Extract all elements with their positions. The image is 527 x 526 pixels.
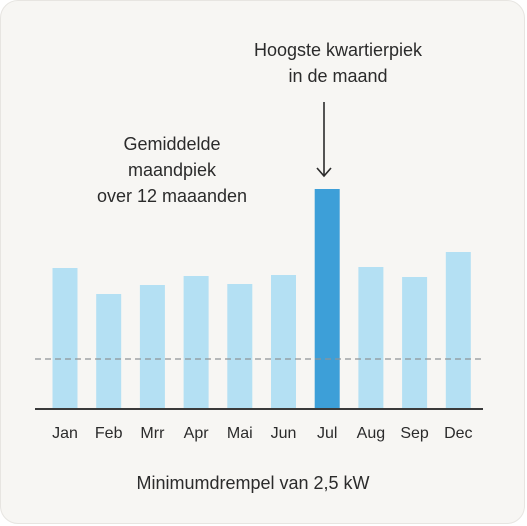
peak-annotation-line1: Hoogste kwartierpiek bbox=[254, 40, 423, 60]
x-tick-apr: Apr bbox=[184, 425, 210, 442]
bar-jan bbox=[52, 268, 78, 409]
x-tick-mrr: Mrr bbox=[140, 425, 165, 442]
x-tick-jun: Jun bbox=[271, 425, 297, 442]
x-tick-jul: Jul bbox=[317, 425, 337, 442]
peak-annotation-line2: in de maand bbox=[288, 66, 387, 86]
x-tick-mai: Mai bbox=[227, 425, 253, 442]
bars-group bbox=[52, 189, 471, 409]
avg-annotation-line3: over 12 maaanden bbox=[97, 186, 247, 206]
bar-jul bbox=[314, 189, 340, 409]
avg-annotation-line1: Gemiddelde bbox=[123, 134, 220, 154]
x-tick-feb: Feb bbox=[95, 425, 123, 442]
x-tick-labels: Jan Feb Mrr Apr Mai Jun Jul Aug Sep Dec bbox=[52, 425, 472, 442]
avg-annotation-line2: maandpiek bbox=[128, 160, 217, 180]
bar-sep bbox=[402, 277, 428, 409]
bar-aug bbox=[358, 267, 384, 409]
bar-mai bbox=[227, 284, 253, 409]
bar-jun bbox=[271, 275, 296, 409]
bar-dec bbox=[445, 252, 471, 409]
x-tick-jan: Jan bbox=[52, 425, 78, 442]
down-arrow-icon bbox=[316, 102, 332, 178]
bar-mrr bbox=[139, 285, 165, 409]
x-tick-aug: Aug bbox=[357, 425, 385, 442]
bar-apr bbox=[183, 276, 209, 409]
chart-caption: Minimumdrempel van 2,5 kW bbox=[136, 473, 369, 493]
x-tick-sep: Sep bbox=[400, 425, 429, 442]
x-tick-dec: Dec bbox=[444, 425, 472, 442]
bar-feb bbox=[96, 294, 122, 409]
